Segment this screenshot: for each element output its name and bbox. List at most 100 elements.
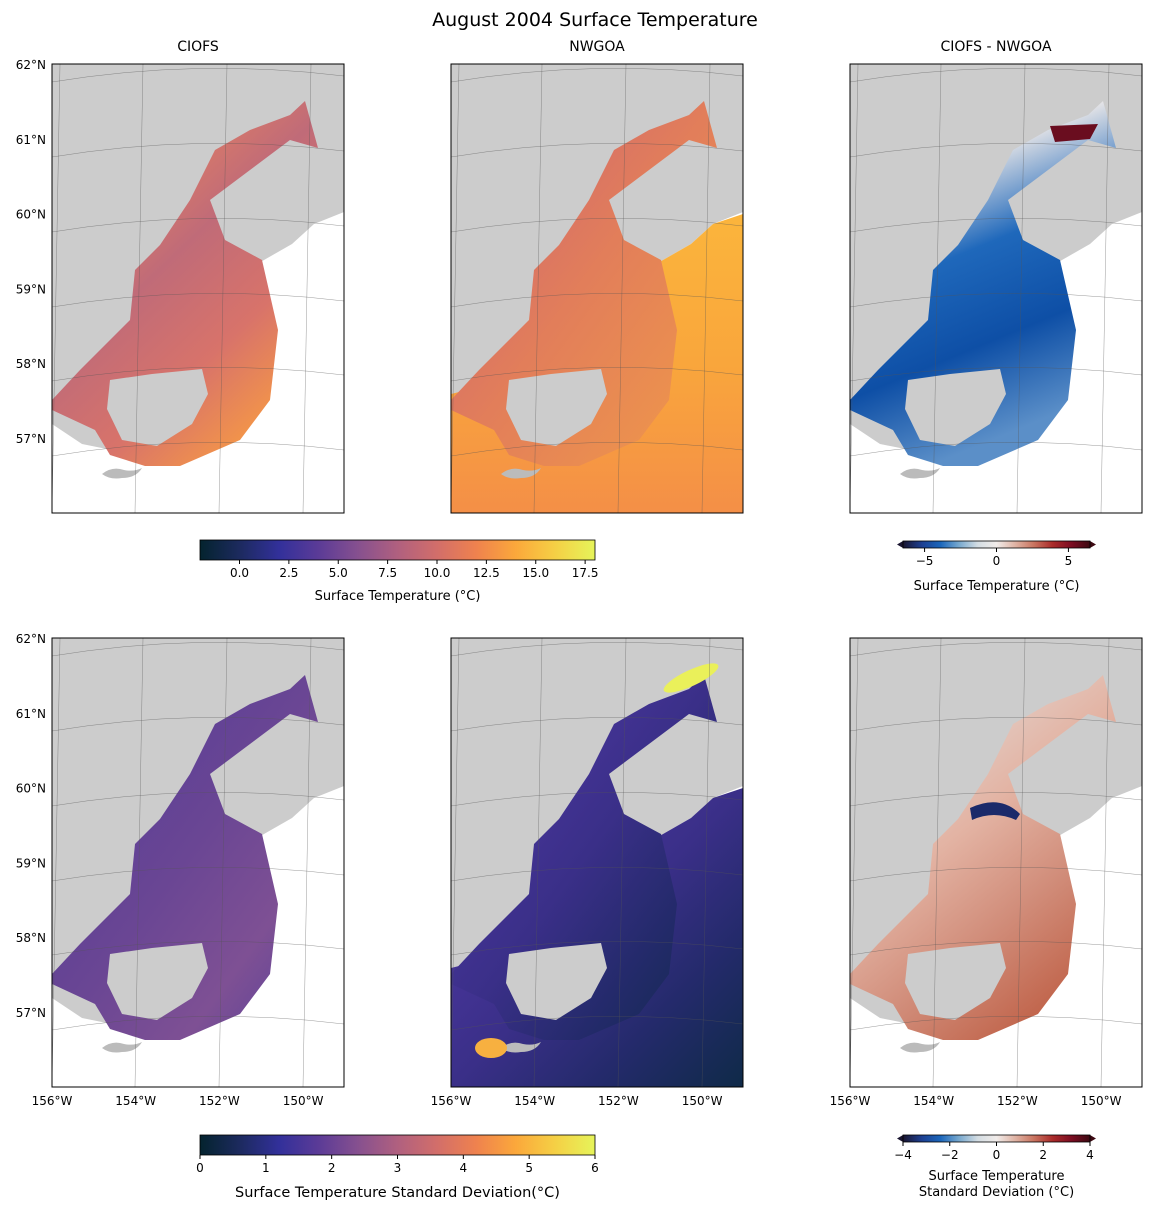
colorbar-tick-label: 2	[328, 1161, 336, 1175]
grid-line-lat	[52, 642, 344, 657]
lon-tick-label: 156°W	[431, 1094, 472, 1108]
lat-tick-label: 60°N	[16, 208, 46, 222]
map-panel-3: CIOFS - NWGOA	[849, 39, 1143, 514]
model-data-inlet	[451, 101, 717, 466]
colorbar-label: Surface Temperature (°C)	[315, 589, 481, 604]
kodiak-island	[905, 369, 1006, 446]
colorbar-extend-max	[1090, 1135, 1096, 1142]
map-content	[52, 638, 344, 1087]
lon-tick-label: 154°W	[115, 1094, 156, 1108]
lon-tick-label: 154°W	[913, 1094, 954, 1108]
grid-line-lat	[52, 1016, 344, 1031]
kodiak-island	[506, 943, 607, 1020]
grid-line-lat	[52, 293, 344, 308]
colorbar-tick-label: 1	[262, 1161, 270, 1175]
map-panel-5: 156°W 154°W 152°W 150°W	[431, 637, 744, 1108]
colorbar-3: 0 1 2 3 4 5 6 Surface Temperature Standard Devi…	[196, 1134, 599, 1201]
lon-tick-label: 150°W	[283, 1094, 324, 1108]
lat-tick-label: 61°N	[16, 133, 46, 147]
lon-tick-label: 152°W	[997, 1094, 1038, 1108]
grid-line-lat	[850, 143, 1142, 158]
ocean	[850, 786, 1142, 1087]
colorbar-tick-label: 0	[993, 554, 1001, 568]
colorbar-label: Standard Deviation (°C)	[919, 1185, 1074, 1200]
grid-line-lon	[52, 638, 61, 1087]
grid-line-lon	[218, 638, 228, 1087]
grid-line-lat	[52, 442, 344, 457]
map-content	[451, 64, 743, 513]
grid-line-lat	[52, 867, 344, 882]
grid-line-lat	[451, 1016, 743, 1031]
islands	[102, 1042, 142, 1053]
hotspot	[663, 663, 719, 693]
grid-line-lat	[850, 442, 1142, 457]
colorbar-tick-label: 5	[525, 1161, 533, 1175]
grid-line-lon	[850, 64, 859, 513]
colorbar-tick-label: 5.0	[329, 566, 348, 580]
grid-line-lat	[451, 68, 743, 83]
grid-line-lat	[850, 941, 1142, 956]
colorbar-extend-max	[1090, 541, 1096, 548]
colorbar-gradient	[199, 539, 596, 561]
grid-line-lat	[52, 941, 344, 956]
map-content	[451, 638, 743, 1087]
coldspot	[970, 802, 1020, 820]
colorbar-tick-label: −4	[894, 1148, 912, 1162]
grid-line-lon	[850, 638, 859, 1087]
grid-line-lat	[451, 143, 743, 158]
grid-line-lat	[52, 68, 344, 83]
colorbar-1: 0.0 2.5 5.0 7.5 10.0 12.5 15.0 17.5 Surface Temp…	[199, 539, 599, 604]
axes-frame	[849, 63, 1143, 514]
grid-line-lon	[451, 638, 460, 1087]
axes-frame	[849, 637, 1143, 1088]
grid-line-lat	[52, 792, 344, 807]
colorbar-tick-label: 0	[196, 1161, 204, 1175]
map-content	[850, 638, 1142, 1087]
grid-line-lat	[850, 218, 1142, 233]
kodiak-island	[107, 369, 208, 446]
kodiak-island	[107, 943, 208, 1020]
grid-line-lat	[451, 218, 743, 233]
grid-line-lon	[701, 64, 711, 513]
grid-line-lon	[701, 638, 711, 1087]
lat-tick-label: 57°N	[16, 1006, 46, 1020]
kodiak-island	[506, 369, 607, 446]
map-content	[52, 64, 344, 513]
axes-frame	[450, 63, 744, 514]
lat-tick-label: 59°N	[16, 856, 46, 870]
colorbar-tick-label: 15.0	[522, 566, 549, 580]
colorbar-label: Surface Temperature (°C)	[914, 579, 1080, 594]
lat-tick-label: 60°N	[16, 782, 46, 796]
axes-frame	[51, 63, 345, 514]
ocean	[850, 212, 1142, 513]
colorbar-tick-label: 5	[1065, 554, 1073, 568]
grid-line-lat	[451, 717, 743, 732]
colorbar-tick-label: 4	[460, 1161, 468, 1175]
panel-title: CIOFS - NWGOA	[940, 39, 1052, 55]
colorbar-tick-label: 6	[591, 1161, 599, 1175]
panel-title: CIOFS	[177, 39, 219, 55]
colorbar-tick-label: 17.5	[572, 566, 599, 580]
grid-line-lon	[302, 64, 312, 513]
grid-line-lon	[1016, 64, 1026, 513]
lon-tick-label: 156°W	[32, 1094, 73, 1108]
grid-line-lat	[451, 867, 743, 882]
lon-tick-label: 152°W	[598, 1094, 639, 1108]
lat-tick-label: 58°N	[16, 931, 46, 945]
model-data-inlet	[52, 101, 318, 466]
grid-line-lon	[932, 638, 942, 1087]
colorbar-tick-label: 12.5	[473, 566, 500, 580]
grid-line-lat	[850, 293, 1142, 308]
model-data-inlet	[850, 675, 1116, 1040]
hotspot	[475, 1038, 507, 1058]
grid-line-lat	[52, 367, 344, 382]
grid-line-lon	[218, 64, 228, 513]
model-data-inlet	[451, 675, 717, 1040]
colorbar-label: Surface Temperature	[928, 1169, 1064, 1184]
grid-line-lon	[451, 64, 460, 513]
grid-line-lon	[617, 638, 627, 1087]
lat-tick-label: 59°N	[16, 282, 46, 296]
grid-line-lat	[52, 717, 344, 732]
colorbar-gradient	[199, 1134, 596, 1156]
